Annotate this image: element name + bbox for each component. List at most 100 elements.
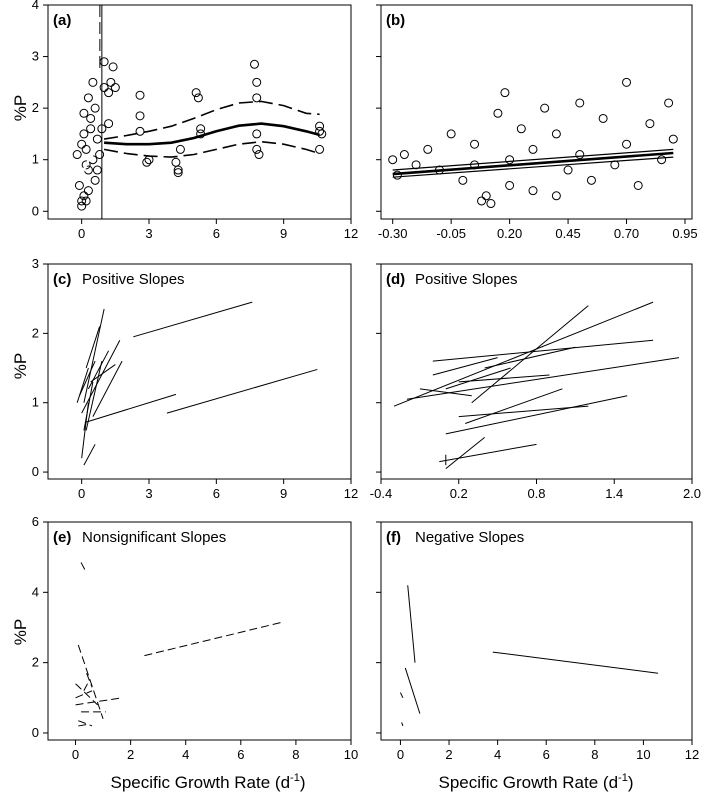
regression-segment-f (407, 585, 416, 663)
data-point-a (252, 144, 262, 154)
x-axis-title-left-close: ) (300, 773, 306, 792)
data-point-a (135, 126, 145, 136)
data-point-a (142, 157, 152, 167)
data-point-a (77, 196, 87, 206)
plot-area-d (393, 301, 680, 469)
regression-segment-c (83, 381, 94, 431)
y-axis-title-e: %P (11, 619, 30, 645)
regression-segment-d (432, 357, 498, 376)
data-point-a (74, 180, 84, 190)
data-point-b (505, 180, 515, 190)
x-tick-label-c: 0 (78, 486, 85, 501)
data-point-b (500, 88, 510, 98)
regression-segment-c (87, 350, 110, 390)
x-tick-label-b: 0.45 (555, 226, 580, 241)
regression-segment-d (406, 357, 680, 400)
data-point-b (598, 113, 608, 123)
data-point-b (399, 150, 409, 160)
x-tick-label-a: 9 (280, 226, 287, 241)
data-point-a (92, 165, 102, 175)
data-point-b (423, 144, 433, 154)
data-point-a (99, 83, 109, 93)
x-tick-label-f: 6 (543, 747, 550, 762)
regression-segment-e (86, 673, 93, 688)
data-point-a (79, 108, 89, 118)
x-axis-title-left: Specific Growth Rate (d-1) (111, 772, 306, 792)
data-point-a (173, 168, 183, 178)
panel-title-f: Negative Slopes (415, 529, 524, 546)
data-point-a (92, 134, 102, 144)
data-point-a (135, 111, 145, 121)
data-point-b (540, 103, 550, 113)
fit-line-a-0 (104, 122, 320, 146)
panel-label-e: (e) (53, 529, 71, 546)
regression-segment-d (458, 405, 589, 418)
regression-segment-f (401, 722, 404, 727)
data-point-a (83, 93, 93, 103)
data-point-a (110, 83, 120, 93)
x-axis-title-left-main: Specific Growth Rate (d (111, 773, 291, 792)
fit-line-b-0 (392, 151, 674, 176)
x-tick-label-b: 0.20 (497, 226, 522, 241)
x-tick-label-b: -0.30 (378, 226, 408, 241)
x-tick-label-a: 12 (344, 226, 358, 241)
x-tick-label-a: 3 (145, 226, 152, 241)
data-point-b (657, 155, 667, 165)
x-tick-label-f: 0 (397, 747, 404, 762)
data-point-b (446, 129, 456, 139)
fit-line-a-3 (80, 145, 101, 175)
x-tick-label-e: 2 (127, 747, 134, 762)
data-point-a (315, 126, 325, 136)
y-tick-label-e: 4 (32, 584, 39, 599)
regression-segment-d (465, 388, 563, 424)
x-tick-label-a: 6 (213, 226, 220, 241)
y-tick-label-c: 2 (32, 325, 39, 340)
y-tick-label-c: 3 (32, 256, 39, 271)
data-point-a (90, 175, 100, 185)
data-point-a (254, 150, 264, 160)
regression-segment-d (419, 388, 472, 397)
x-tick-label-a: 0 (78, 226, 85, 241)
frame-c (47, 263, 352, 480)
fit-line-b-2 (392, 156, 674, 178)
regression-segment-d (393, 301, 654, 407)
regression-segment-c (86, 393, 177, 423)
data-point-a (77, 201, 87, 211)
x-tick-label-f: 4 (494, 747, 501, 762)
frame-e (47, 521, 352, 741)
x-axis-title-right: Specific Growth Rate (d-1) (439, 772, 634, 792)
x-tick-label-f: 2 (445, 747, 452, 762)
regression-segment-d (439, 443, 537, 463)
y-tick-label-a: 1 (32, 152, 39, 167)
plot-area-c (76, 301, 318, 466)
regression-segment-d (445, 367, 511, 390)
regression-segment-e (83, 679, 90, 692)
data-point-a (315, 144, 325, 154)
data-point-b (575, 98, 585, 108)
panel-b: -0.30 -0.05 0.20 0.45 0.70 0.95 (b) (376, 4, 698, 241)
data-point-a (81, 160, 91, 170)
data-point-a (252, 77, 262, 87)
panel-label-b: (b) (386, 12, 405, 29)
regression-segment-c (81, 340, 121, 414)
panel-label-f: (f) (386, 529, 401, 546)
data-point-a (249, 59, 259, 69)
data-point-b (458, 175, 468, 185)
data-point-a (90, 103, 100, 113)
data-point-b (486, 199, 496, 209)
data-point-a (77, 139, 87, 149)
y-tick-label-a: 0 (32, 203, 39, 218)
x-tick-label-e: 0 (72, 747, 79, 762)
y-tick-label-e: 0 (32, 725, 39, 740)
x-tick-label-f: 12 (685, 747, 699, 762)
regression-segment-e (77, 644, 104, 720)
data-point-b (622, 77, 632, 87)
data-point-a (196, 124, 206, 134)
x-tick-label-c: 12 (344, 486, 358, 501)
regression-segment-e (144, 621, 283, 657)
data-point-a (173, 165, 183, 175)
data-point-a (99, 57, 109, 67)
regression-segment-e (78, 723, 90, 727)
x-tick-label-d: -0.4 (370, 486, 392, 501)
